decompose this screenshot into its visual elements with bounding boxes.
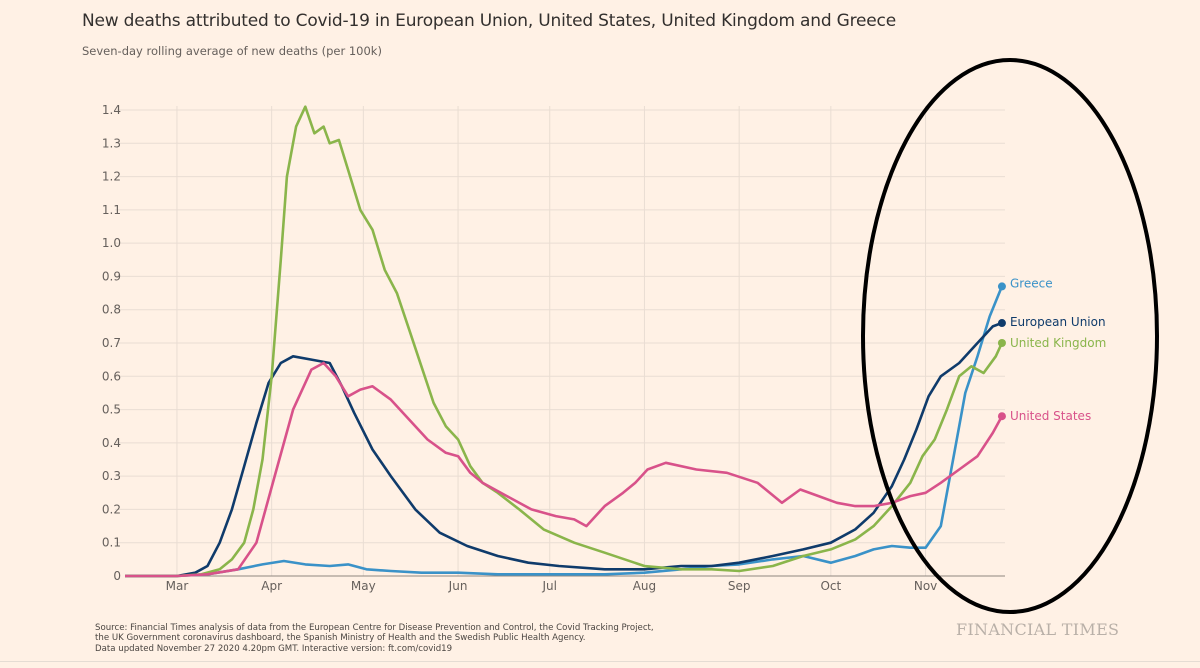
series-label: United States (1010, 409, 1091, 423)
series-line-greece (125, 285, 1004, 578)
grid (115, 106, 1005, 576)
source-line: Source: Financial Times analysis of data… (95, 623, 654, 633)
source-line: the UK Government coronavirus dashboard,… (95, 633, 586, 644)
y-tick-label: 0.7 (102, 336, 121, 350)
y-tick-label: 0.3 (102, 469, 121, 483)
y-tick-label: 1.0 (102, 236, 121, 250)
y-tick-label: 0.4 (102, 436, 121, 450)
chart-title: New deaths attributed to Covid-19 in Eur… (82, 11, 896, 31)
series-label: European Union (1010, 315, 1106, 329)
x-axis: Mar Apr May Jun Jul Aug Sep Oct Nov (125, 575, 1005, 593)
series-line-european-union (125, 321, 1003, 578)
series-end-marker (997, 319, 1006, 328)
source-note: Source: Financial Times analysis of data… (95, 623, 775, 654)
y-tick-label: 0.1 (102, 536, 121, 550)
y-tick-label: 0.5 (102, 403, 121, 417)
y-tick-label: 0.9 (102, 269, 121, 283)
x-tick-label: Apr (261, 579, 282, 593)
y-tick-label: 0.2 (102, 502, 121, 516)
y-tick-label: 1.1 (102, 203, 121, 217)
x-tick-label: Aug (633, 579, 656, 593)
x-tick-label: Oct (820, 579, 841, 593)
series-line-united-states (125, 361, 1004, 578)
annotation-oval (861, 58, 1159, 614)
series-end-marker (997, 282, 1006, 291)
y-tick-label: 0.6 (102, 369, 121, 383)
y-axis: 0 0.1 0.2 0.3 0.4 0.5 0.6 0.7 0.8 0.9 1.0 1.1 1.2 1.3… (102, 103, 121, 583)
y-tick-label: 0.8 (102, 303, 121, 317)
ft-logo: FINANCIAL TIMES (956, 620, 1120, 639)
chart-subtitle: Seven-day rolling average of new deaths … (82, 44, 382, 58)
series-end-marker (997, 412, 1006, 421)
y-tick-label: 1.3 (102, 136, 121, 150)
x-tick-label: Mar (166, 579, 189, 593)
x-tick-label: Sep (728, 579, 751, 593)
divider (0, 661, 1200, 662)
x-tick-label: Jun (448, 579, 468, 593)
series-label: United Kingdom (1010, 336, 1106, 350)
series-lines (125, 105, 1004, 578)
x-tick-label: May (351, 579, 376, 593)
x-tick-label: Jul (541, 579, 556, 593)
series-line-united-kingdom (125, 105, 1004, 578)
x-tick-label: Nov (914, 579, 937, 593)
series-label: Greece (1010, 276, 1053, 290)
series-end-marker (997, 339, 1006, 347)
y-tick-label: 1.4 (102, 103, 121, 117)
y-tick-label: 0 (113, 569, 121, 583)
source-line: Data updated November 27 2020 4.20pm GMT… (95, 643, 453, 654)
series-labels: Greece European Union United Kingdom United… (997, 276, 1106, 423)
y-tick-label: 1.2 (102, 170, 121, 184)
